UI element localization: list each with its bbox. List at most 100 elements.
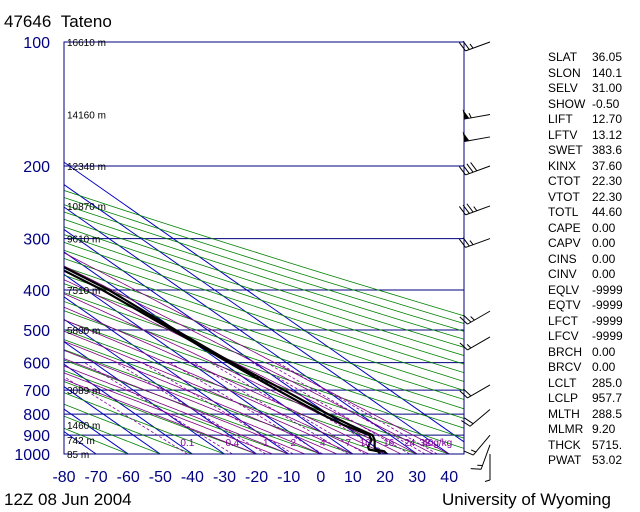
moist-adiabat: [64, 358, 305, 454]
index-key: KINX: [548, 158, 577, 173]
isotherm-line: [64, 206, 418, 454]
dry-adiabat: [64, 301, 464, 439]
height-label: 14160 m: [67, 111, 106, 122]
dry-adiabat: [64, 415, 161, 454]
index-value: 140.1: [592, 65, 623, 80]
dry-adiabat: [64, 283, 464, 419]
dry-adiabat: [64, 204, 464, 332]
pressure-tick-label: 100: [23, 35, 50, 52]
temperature-tick-label: 20: [376, 469, 394, 486]
pressure-tick-label: 200: [23, 159, 50, 176]
isotherm-line: [64, 184, 450, 454]
wind-barb: [459, 384, 491, 399]
wind-barbs: [458, 40, 491, 482]
moist-adiabat: [64, 365, 289, 454]
dry-adiabat: [64, 292, 464, 429]
index-value: 285.0: [592, 375, 623, 390]
dry-adiabat: [64, 339, 386, 454]
mixing-ratio-line: [251, 362, 410, 454]
index-value: 5715.: [592, 437, 623, 452]
index-key: TOTL: [548, 205, 579, 219]
pressure-tick-label: 600: [23, 356, 50, 373]
temperature-tick-label: -30: [213, 469, 236, 486]
pressure-tick-label: 700: [23, 383, 50, 400]
mixing-ratio-label: 2: [290, 438, 296, 449]
dry-adiabat: [64, 218, 464, 348]
index-key: CTOT: [548, 174, 581, 188]
height-label: 742 m: [67, 436, 95, 447]
moist-adiabat: [64, 265, 434, 454]
mixing-ratio-label: 1: [263, 438, 269, 449]
height-label: 3089 m: [67, 386, 100, 397]
dry-adiabat: [64, 319, 450, 454]
dry-adiabat: [64, 403, 193, 454]
moist-adiabat: [64, 330, 354, 454]
mixing-ratio-line: [141, 362, 294, 454]
mixing-ratio-label: 10: [360, 438, 372, 449]
station-id: 47646: [4, 12, 52, 31]
wind-barb: [459, 336, 491, 351]
height-label: 10870 m: [67, 202, 106, 213]
temperature-tick-label: -50: [149, 469, 172, 486]
index-value: -9999: [592, 329, 623, 343]
index-key: BRCH: [548, 344, 583, 359]
temperature-tick-label: 0: [316, 469, 325, 486]
index-key: LIFT: [548, 112, 573, 126]
index-key: SWET: [548, 143, 583, 157]
moist-adiabat: [64, 340, 338, 454]
index-value: 0.00: [592, 251, 616, 266]
index-value: 22.30: [592, 174, 623, 188]
dry-adiabat: [64, 266, 464, 400]
wind-barb: [470, 444, 491, 470]
mixing-ratio-label: 40g/kg: [422, 438, 452, 449]
mixing-ratio-line: [84, 362, 233, 454]
temperature-axis: -80 -70 -60 -50 -40 -30 -20 -10 0 10 20 30 40: [52, 469, 458, 486]
index-value: -9999: [592, 298, 623, 312]
moist-adiabat: [64, 372, 273, 454]
index-value: 13.12: [592, 127, 623, 142]
pressure-tick-label: 1000: [14, 447, 50, 464]
index-key: LCLT: [548, 375, 577, 390]
dry-adiabat: [64, 258, 464, 391]
mixing-ratio-label: 0.1: [180, 438, 194, 449]
isotherm-line: [64, 363, 193, 454]
index-value: 44.60: [592, 205, 623, 219]
pressure-tick-label: 300: [23, 232, 50, 249]
temperature-tick-label: -80: [52, 469, 75, 486]
wind-barb: [461, 409, 491, 427]
index-key: SHOW: [548, 96, 586, 111]
dry-adiabat: [64, 359, 321, 454]
index-value: 0.00: [592, 360, 616, 374]
profile-series-1: [64, 266, 388, 454]
index-key: EQLV: [548, 282, 580, 297]
dry-adiabat: [64, 349, 354, 454]
temperature-tick-label: -20: [245, 469, 268, 486]
station-title: 47646 Tateno: [4, 12, 112, 32]
height-label: 16610 m: [67, 38, 106, 49]
isotherm-line: [64, 273, 322, 454]
index-key: CAPE: [548, 220, 581, 235]
wind-barb: [458, 162, 491, 176]
mixing-ratio-label: 0.4: [225, 438, 239, 449]
dry-adiabat: [64, 274, 464, 410]
height-label: 9610 m: [67, 235, 100, 246]
dry-adiabat: [64, 226, 464, 357]
index-value: 36.05: [592, 50, 623, 64]
mixing-ratio-label: 24: [404, 438, 416, 449]
index-value: 12.70: [592, 112, 623, 126]
dry-adiabat: [64, 197, 464, 324]
station-name: Tateno: [60, 12, 112, 31]
height-label: 7510 m: [67, 286, 100, 297]
mixing-ratio-line: [64, 376, 188, 454]
index-value: -0.50: [592, 96, 620, 111]
index-value: 9.20: [592, 422, 616, 436]
wind-barb: [463, 434, 491, 456]
height-label: 12348 m: [67, 162, 106, 173]
plot-frame: [63, 41, 465, 455]
moist-adiabat: [64, 319, 370, 454]
index-key: LFTV: [548, 127, 578, 142]
index-value: 31.00: [592, 81, 623, 95]
height-label: 1460 m: [67, 421, 100, 432]
index-key: SLAT: [548, 50, 578, 64]
index-key: CINS: [548, 251, 577, 266]
